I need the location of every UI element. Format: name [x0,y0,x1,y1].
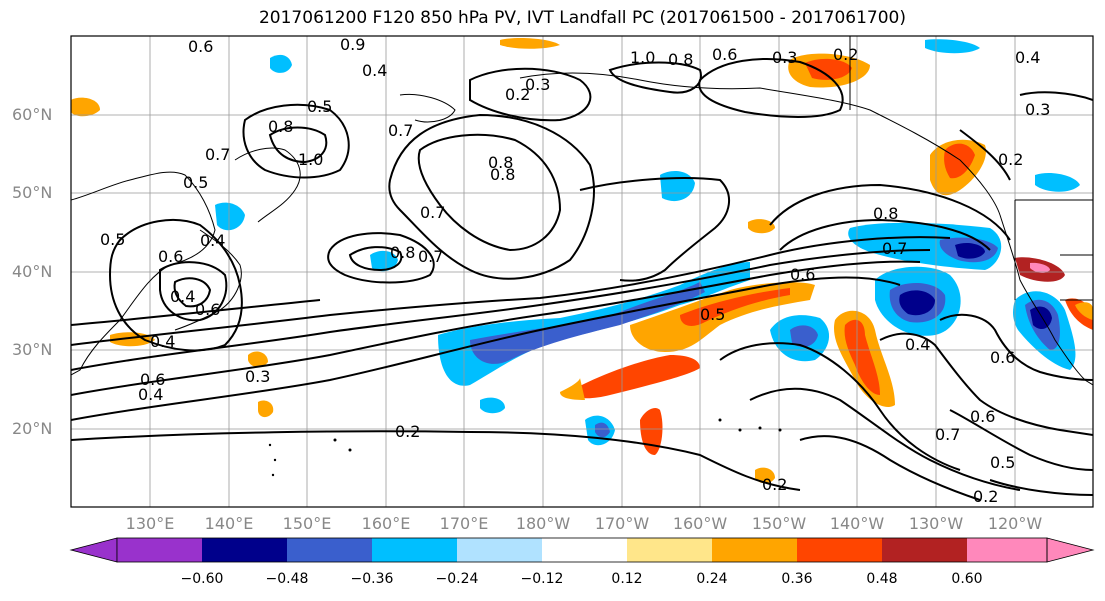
contour-label: 0.6 [790,265,815,284]
colorbar-segment [627,538,712,562]
lat-label: 60°N [12,105,53,124]
contour-label: 0.4 [170,287,195,306]
contour-label: 0.6 [970,407,995,426]
contour-label: 0.4 [905,335,930,354]
island-specks [268,418,782,477]
contour-label: 0.2 [998,150,1023,169]
contour-label: 0.5 [100,230,125,249]
lon-label: 170°E [439,514,489,533]
colorbar-tick: −0.48 [265,571,309,587]
colorbar-extend-left [69,537,118,563]
contour-labels: 0.6 0.9 0.4 0.5 0.8 1.0 0.7 0.5 0.4 0.6 … [100,35,1050,506]
contour-label: 0.5 [183,173,208,192]
contour-label: 0.7 [935,425,960,444]
contour-label: 0.6 [188,37,213,56]
contour-label: 0.3 [245,367,270,386]
lon-label: 140°W [829,514,885,533]
colorbar-segment [882,538,967,562]
contour-label: 0.4 [150,332,175,351]
pv-contours [71,58,1093,501]
colorbar-tick: 0.48 [866,571,898,587]
contour-label: 1.0 [298,150,323,169]
contour-label: 0.6 [140,370,165,389]
contour-label: 0.3 [772,48,797,67]
colorbar-tick: 0.24 [696,571,728,587]
contour-label: 0.2 [395,422,420,441]
colorbar-segment [457,538,542,562]
contour-label: 0.8 [390,243,415,262]
contour-label: 0.9 [340,35,365,54]
contour-label: 0.4 [200,231,225,250]
colorbar-tick: −0.60 [180,571,224,587]
lon-label: 130°W [908,514,964,533]
colorbar-segment [117,538,202,562]
contour-label: 0.8 [490,165,515,184]
lat-label: 50°N [12,183,53,202]
contour-label: 0.8 [268,117,293,136]
contour-label: 0.2 [505,85,530,104]
colorbar-segment [372,538,457,562]
colorbar-tick: −0.36 [350,571,394,587]
contour-label: 0.8 [668,50,693,69]
contour-label: 1.0 [630,48,655,67]
colorbar [69,537,1095,563]
contour-label: 0.2 [833,45,858,64]
lat-label: 30°N [12,340,53,359]
contour-label: 0.8 [488,153,513,172]
contour-label: 0.2 [973,487,998,506]
contour-label: 0.2 [762,475,787,494]
contour-label: 0.4 [362,61,387,80]
contour-label: 0.7 [420,203,445,222]
contour-label: 0.5 [307,97,332,116]
contour-label: 0.7 [388,121,413,140]
contour-label: 0.5 [700,305,725,324]
colorbar-segment [202,538,287,562]
lon-label: 170°W [594,514,650,533]
lon-label: 140°E [204,514,254,533]
lon-label: 180°W [515,514,571,533]
contour-label: 0.7 [205,145,230,164]
contour-label: 0.4 [138,385,163,404]
colorbar-segment [967,538,1047,562]
lon-label: 150°E [282,514,332,533]
positive-anomaly-band [630,282,815,352]
positive-anomaly-southwest [572,355,700,399]
colorbar-tick: 0.60 [951,571,983,587]
contour-label: 0.8 [873,204,898,223]
colorbar-segment [712,538,797,562]
graticule [71,36,1093,507]
lat-label: 20°N [12,419,53,438]
lon-label: 150°W [751,514,807,533]
map-title: 2017061200 F120 850 hPa PV, IVT Landfall… [258,8,906,28]
colorbar-segment [542,538,627,562]
lon-label: 160°W [672,514,728,533]
colorbar-tick: 0.12 [611,571,643,587]
colorbar-segment [287,538,372,562]
contour-label: 0.7 [882,239,907,258]
contour-label: 0.6 [195,300,220,319]
colorbar-tick: −0.12 [520,571,564,587]
lon-label: 120°W [987,514,1043,533]
contour-label: 0.5 [990,453,1015,472]
contour-label: 0.7 [418,247,443,266]
map-frame [70,35,1094,508]
lon-label: 130°E [125,514,175,533]
lon-label: 160°E [361,514,411,533]
colorbar-tick: −0.24 [435,571,479,587]
contour-label: 0.6 [158,247,183,266]
colorbar-tick: 0.36 [781,571,813,587]
colorbar-segment [797,538,882,562]
contour-label: 0.4 [1015,48,1040,67]
lat-label: 40°N [12,262,53,281]
contour-label: 0.6 [712,45,737,64]
positive-anomaly-core [680,288,790,326]
colorbar-extend-right [1046,537,1095,563]
negative-anomaly-core [470,282,705,364]
contour-label: 0.3 [1025,100,1050,119]
contour-label: 0.6 [990,348,1015,367]
contour-label: 0.3 [525,75,550,94]
